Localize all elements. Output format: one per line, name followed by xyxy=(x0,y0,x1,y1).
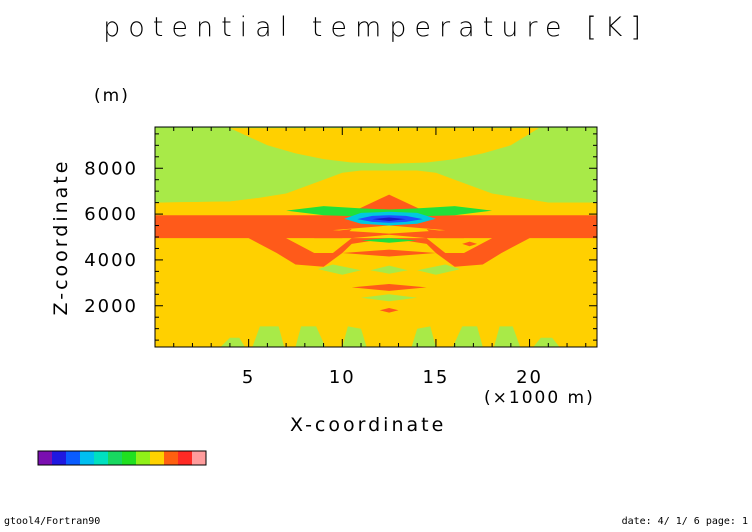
contour-region-navy-core xyxy=(372,217,406,221)
footer-software: gtool4/Fortran90 xyxy=(4,516,101,527)
contour-region-green-band-5 xyxy=(361,294,418,302)
x-tick-label: 15 xyxy=(422,367,449,388)
contour-region-green-foot-5 xyxy=(411,326,436,347)
colorbar-swatch xyxy=(38,451,52,465)
colorbar-swatch xyxy=(52,451,66,465)
colorbar-swatch xyxy=(164,451,178,465)
colorbar-swatch xyxy=(66,451,80,465)
y-tick-label: 8000 xyxy=(84,158,138,179)
footer-date-page: date: 4/ 1/ 6 page: 1 xyxy=(621,516,748,527)
colorbar-swatch xyxy=(80,451,94,465)
chart-title: potential temperature [K] xyxy=(103,12,649,43)
contour-region-green-foot-7 xyxy=(494,326,521,347)
contour-region-green-foot-8 xyxy=(533,337,560,347)
x-tick-label: 10 xyxy=(329,367,356,388)
x-axis-unit: (×1000 m) xyxy=(484,388,595,408)
contour-region-green-band-3 xyxy=(417,264,461,275)
contour-region-red-layer-inner xyxy=(286,234,493,253)
contour-region-green-blob xyxy=(286,206,493,217)
x-tick-label: 5 xyxy=(242,367,255,388)
colorbar-swatch xyxy=(178,451,192,465)
contour-region-red-dash-1 xyxy=(314,229,352,239)
contour-region-red-dash-2 xyxy=(426,229,464,239)
colorbar-swatch xyxy=(192,451,206,465)
y-tick-label: 6000 xyxy=(84,204,138,225)
contour-region-red-layer xyxy=(155,215,597,267)
contour-region-sub-peak xyxy=(332,225,446,234)
colorbar-swatch xyxy=(150,451,164,465)
y-tick-label: 4000 xyxy=(84,250,138,271)
contour-region-green-band-2 xyxy=(317,264,361,275)
contour-region-red-band-4 xyxy=(379,308,399,313)
colorbar-frame xyxy=(37,450,207,466)
x-tick-label: 20 xyxy=(516,367,543,388)
contour-region-green-foot-3 xyxy=(295,326,326,347)
contour-region-green-foot-4 xyxy=(342,326,367,347)
y-axis-unit: (m) xyxy=(94,86,130,106)
contour-region-green-dash-1 xyxy=(361,238,418,243)
x-axis-label: X-coordinate xyxy=(290,414,447,436)
contour-region-green-foot-2 xyxy=(252,326,285,347)
contour-region-red-dot xyxy=(462,241,478,247)
contour-region-green-foot-6 xyxy=(452,326,483,347)
colorbar-swatch xyxy=(108,451,122,465)
colorbar-swatch xyxy=(122,451,136,465)
contour-region-red-band-3 xyxy=(351,284,427,291)
contour-region-green-band-4 xyxy=(370,265,408,274)
contour-region-upper-yellow-dome xyxy=(229,128,539,164)
contour-region-green-foot-1 xyxy=(220,337,245,347)
colorbar-swatch xyxy=(136,451,150,465)
contour-region-red-band-2 xyxy=(342,249,436,257)
colorbar-swatch xyxy=(94,451,108,465)
y-tick-label: 2000 xyxy=(84,296,138,317)
